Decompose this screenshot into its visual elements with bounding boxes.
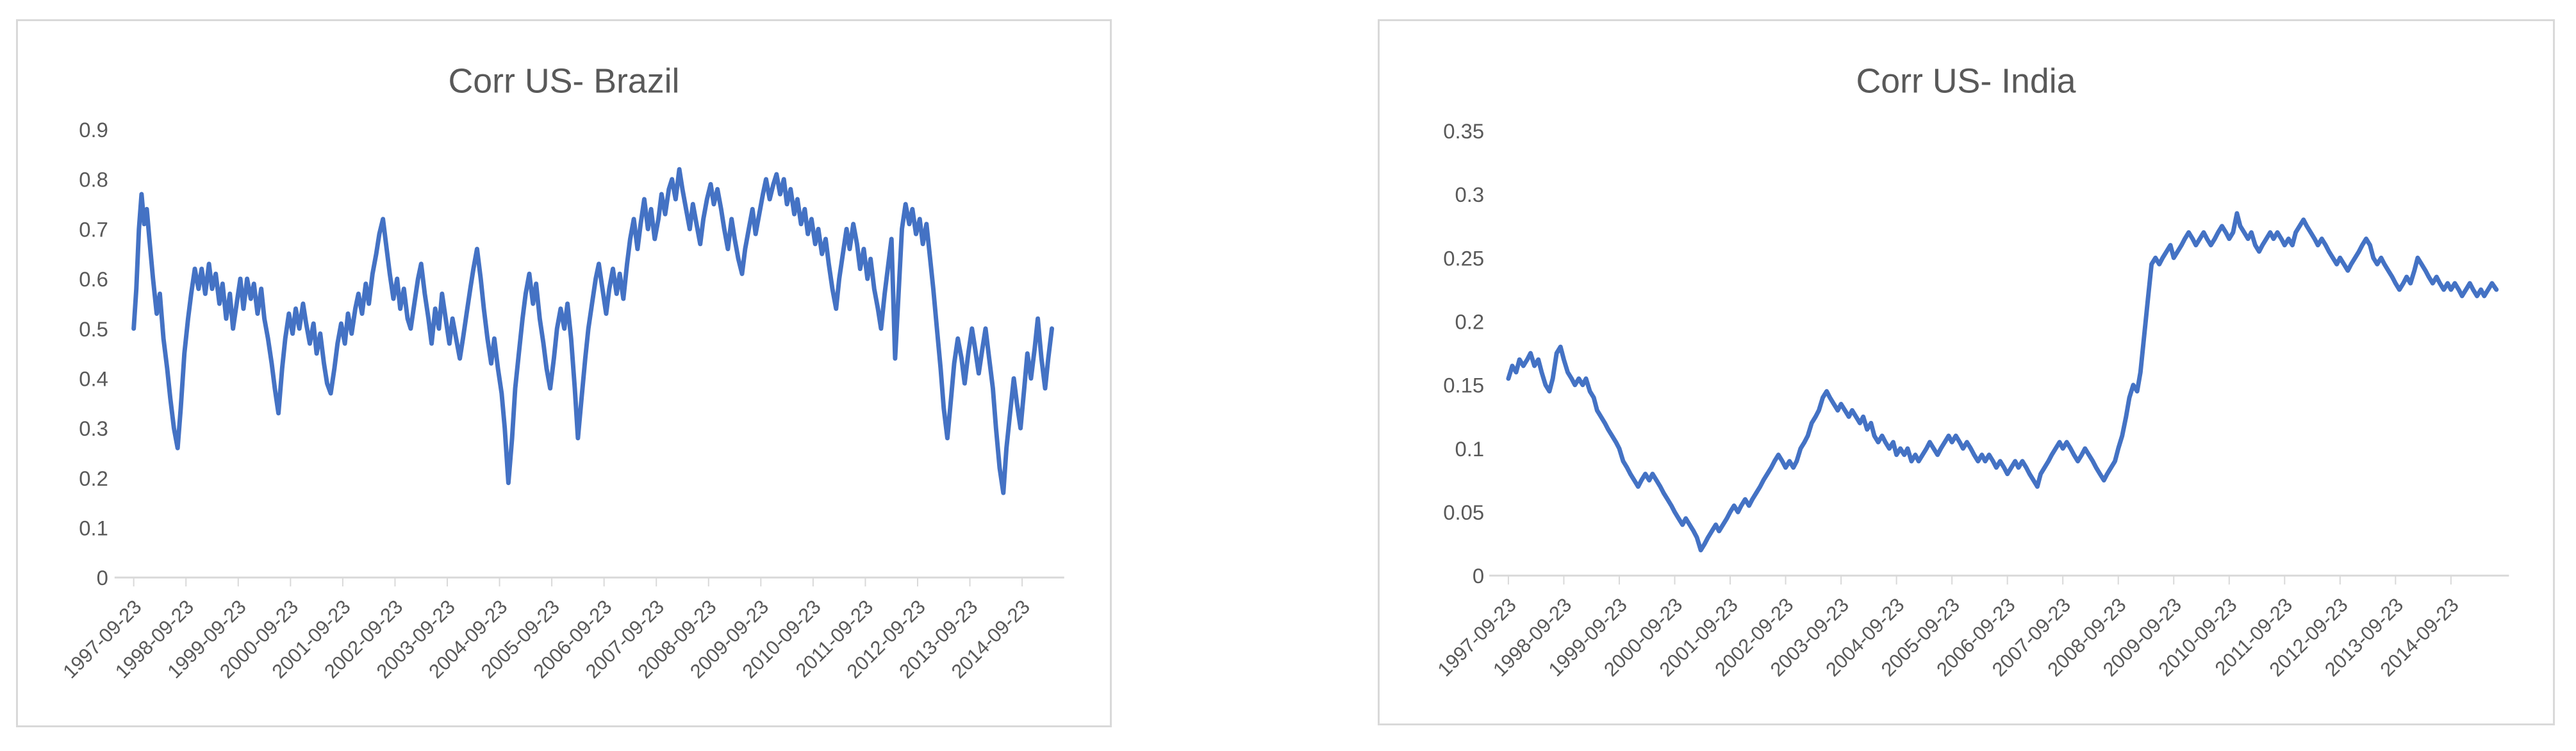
- y-tick-label: 0.1: [1455, 437, 1484, 461]
- y-tick-label: 0.35: [1443, 119, 1484, 143]
- y-tick-label: 0.15: [1443, 374, 1484, 397]
- india-plot-area: 1997-09-231998-09-231999-09-232000-09-23…: [1433, 119, 2509, 681]
- y-tick-label: 0.25: [1443, 246, 1484, 270]
- series-line-corr-us-brazil: [131, 167, 1055, 495]
- y-tick-label: 0.3: [1455, 183, 1484, 206]
- y-tick-label: 0.05: [1443, 500, 1484, 524]
- y-tick-label: 0.9: [79, 118, 108, 142]
- y-tick-label: 0.2: [1455, 310, 1484, 334]
- y-tick-label: 0: [1473, 564, 1484, 588]
- y-tick-label: 0.7: [79, 217, 108, 241]
- series-line-corr-us-india: [1506, 211, 2499, 553]
- chart-panel-corr-us-brazil[interactable]: Corr US- Brazil 1997-09-23 1998-09-23 1999…: [16, 19, 1112, 727]
- y-tick-label: 0.5: [79, 317, 108, 341]
- y-tick-label: 0: [97, 566, 108, 590]
- chart-title-india: Corr US- India: [1856, 62, 2076, 100]
- chart-panel-corr-us-india[interactable]: Corr US- India 1997-09-23 1998-09-23 1999-…: [1378, 19, 2555, 725]
- y-tick-label: 0.4: [79, 367, 108, 390]
- y-tick-label: 0.2: [79, 466, 108, 490]
- brazil-plot-area: 1997-09-231998-09-231999-09-232000-09-23…: [58, 118, 1064, 682]
- brazil-chart-svg: Corr US- Brazil 1997-09-231998-09-231999…: [58, 62, 1064, 682]
- y-tick-label: 0.1: [79, 516, 108, 540]
- india-chart-svg: Corr US- India 1997-09-231998-09-231999-…: [1433, 62, 2509, 681]
- chart-title-brazil: Corr US- Brazil: [449, 62, 680, 100]
- y-tick-label: 0.3: [79, 417, 108, 440]
- y-tick-label: 0.8: [79, 168, 108, 192]
- y-tick-label: 0.6: [79, 267, 108, 291]
